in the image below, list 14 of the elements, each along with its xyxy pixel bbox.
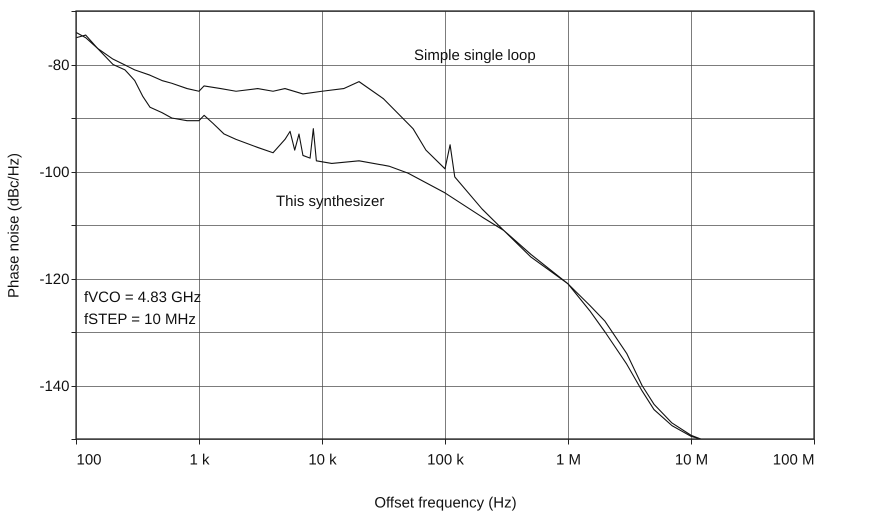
x-tick-label: 1 M xyxy=(556,452,582,468)
x-tick-label: 1 k xyxy=(189,452,210,468)
annotation: fSTEP = 10 MHz xyxy=(84,311,196,328)
x-tick-label: 100 k xyxy=(427,452,464,468)
x-axis-title: Offset frequency (Hz) xyxy=(374,494,517,512)
y-tick-label: -140 xyxy=(39,378,70,395)
x-tick-label: 100 xyxy=(76,452,102,468)
x-tick-label: 100 M xyxy=(772,452,814,468)
x-tick-label: 10 M xyxy=(674,452,708,468)
x-tick-label: 10 k xyxy=(308,452,338,468)
y-tick-label: -120 xyxy=(39,271,70,288)
y-tick-label: -80 xyxy=(48,57,70,74)
y-axis-title: Phase noise (dBc/Hz) xyxy=(5,152,22,298)
y-tick-label: -100 xyxy=(39,164,70,181)
